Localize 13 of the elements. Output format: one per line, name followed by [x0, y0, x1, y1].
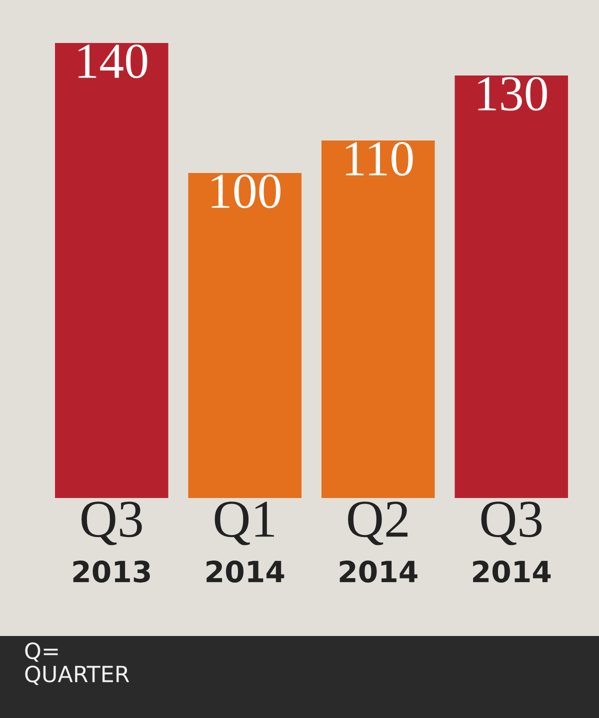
bar [454, 76, 568, 498]
text: Q= QUARTER [25, 642, 130, 685]
x-tick-label: Q2 2014 [340, 502, 418, 583]
bar [54, 43, 168, 498]
x-tick-label: Q1 2014 [206, 502, 284, 583]
data-label: 110 [346, 142, 413, 176]
x-tick-label: Q3 2014 [473, 502, 551, 583]
data-label: 130 [478, 76, 547, 111]
bar [321, 140, 435, 498]
bar [188, 173, 302, 498]
x-tick-label: Q3 2013 [73, 502, 150, 583]
data-label: 140 [78, 44, 148, 78]
data-label: 100 [212, 174, 280, 208]
